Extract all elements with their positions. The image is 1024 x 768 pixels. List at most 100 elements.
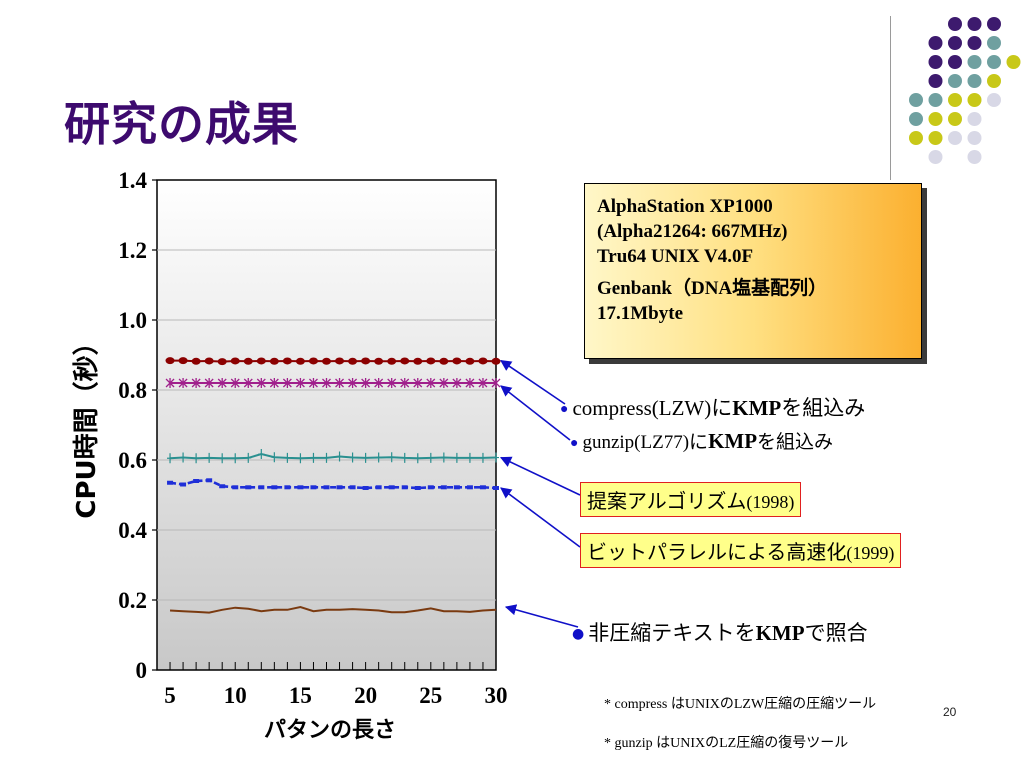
data-point [374,357,384,365]
y-tick-label: 1.0 [118,308,147,333]
data-point [271,452,278,463]
data-point [479,485,486,490]
footnote-compress: * compress はUNIXのLZW圧縮の圧縮ツール [604,697,877,712]
bullet-dot: ● [572,626,585,642]
bullet-dot: ● [560,402,569,418]
data-point [282,378,292,388]
bullet-dot: ● [570,435,579,451]
info-line: AlphaStation XP1000 [597,196,773,217]
data-point [217,378,227,388]
x-tick-label: 10 [224,683,247,708]
decoration-dot [948,112,962,126]
data-point [335,378,344,388]
data-point [400,357,410,365]
data-point [361,357,371,365]
decoration-dot [928,55,943,69]
decoration-dot [909,112,923,126]
data-point [204,378,214,388]
decoration-dot [1006,55,1021,69]
data-point [297,485,304,490]
label-compress-kmp: ● compress(LZW)にKMPを組込み [560,396,866,420]
data-point [362,486,369,490]
data-point [493,452,499,463]
data-point [256,378,266,388]
annotation-arrow [500,487,581,548]
data-point [336,485,343,490]
data-point [310,485,317,490]
data-point [165,378,175,388]
y-axis-label: CPU時間（秒） [72,329,102,518]
y-tick-label: 0.8 [118,378,147,403]
decoration-dot [987,17,1001,31]
data-point [465,357,475,365]
data-point [491,357,501,365]
decoration-dot [928,150,943,164]
data-point [375,485,382,490]
y-tick-label: 1.2 [118,238,147,263]
decoration-dot [967,112,982,126]
data-point [297,453,304,464]
data-point [295,378,305,388]
data-point [401,485,408,490]
decoration-dot [967,131,982,145]
data-point [322,357,331,365]
data-point [310,452,317,463]
data-point [269,357,279,365]
label-plain-kmp: ● 非圧縮テキストをKMPで照合 [572,621,868,645]
series-bitparallel [167,478,499,490]
data-point [204,357,214,365]
decoration-dot [948,131,962,145]
data-point [427,452,434,463]
data-point [206,452,213,463]
decoration-dot [987,93,1001,107]
data-point [167,480,174,485]
y-tick-label: 0.4 [118,518,147,543]
x-axis-label: パタンの長さ [264,718,396,743]
annotation-arrow [504,604,579,628]
decoration-dot [928,131,943,145]
annotation-arrow [500,359,566,405]
data-point [206,478,213,483]
x-tick-label: 15 [289,683,312,708]
data-point [217,358,227,366]
data-point [479,452,486,463]
decoration-dot [987,36,1001,50]
data-point [452,357,462,365]
data-point [336,451,343,462]
data-point [245,452,252,463]
data-point [400,378,410,388]
data-line: Genbank（DNA塩基配列） [597,278,828,299]
data-point [323,485,330,490]
decoration-dot [967,36,982,50]
decoration-dot [967,17,982,31]
data-point [191,357,201,365]
data-point [256,357,266,365]
x-tick-label: 20 [354,683,377,708]
data-point [452,378,462,388]
series-line [169,605,497,614]
annotation-arrow [500,385,571,441]
decorative-divider [890,16,891,180]
data-point [308,357,318,365]
data-point [180,452,187,463]
x-tick-label: 25 [419,683,442,708]
data-point [178,357,188,365]
data-point [427,485,434,490]
decoration-dot [967,150,982,164]
y-tick-label: 1.4 [118,168,147,193]
data-point [374,378,384,388]
data-point [232,453,239,464]
data-point [414,453,421,464]
data-point [375,452,382,463]
series-plain-kmp [169,605,497,614]
decoration-dot [909,131,923,145]
decoration-dot [967,93,982,107]
data-point [243,378,253,388]
info-line: (Alpha21264: 667MHz) [597,221,788,242]
data-point [478,378,488,388]
data-point [440,452,447,463]
y-tick-label: 0.6 [118,448,147,473]
data-point [401,452,408,463]
data-point [230,378,240,388]
data-point [493,486,499,490]
